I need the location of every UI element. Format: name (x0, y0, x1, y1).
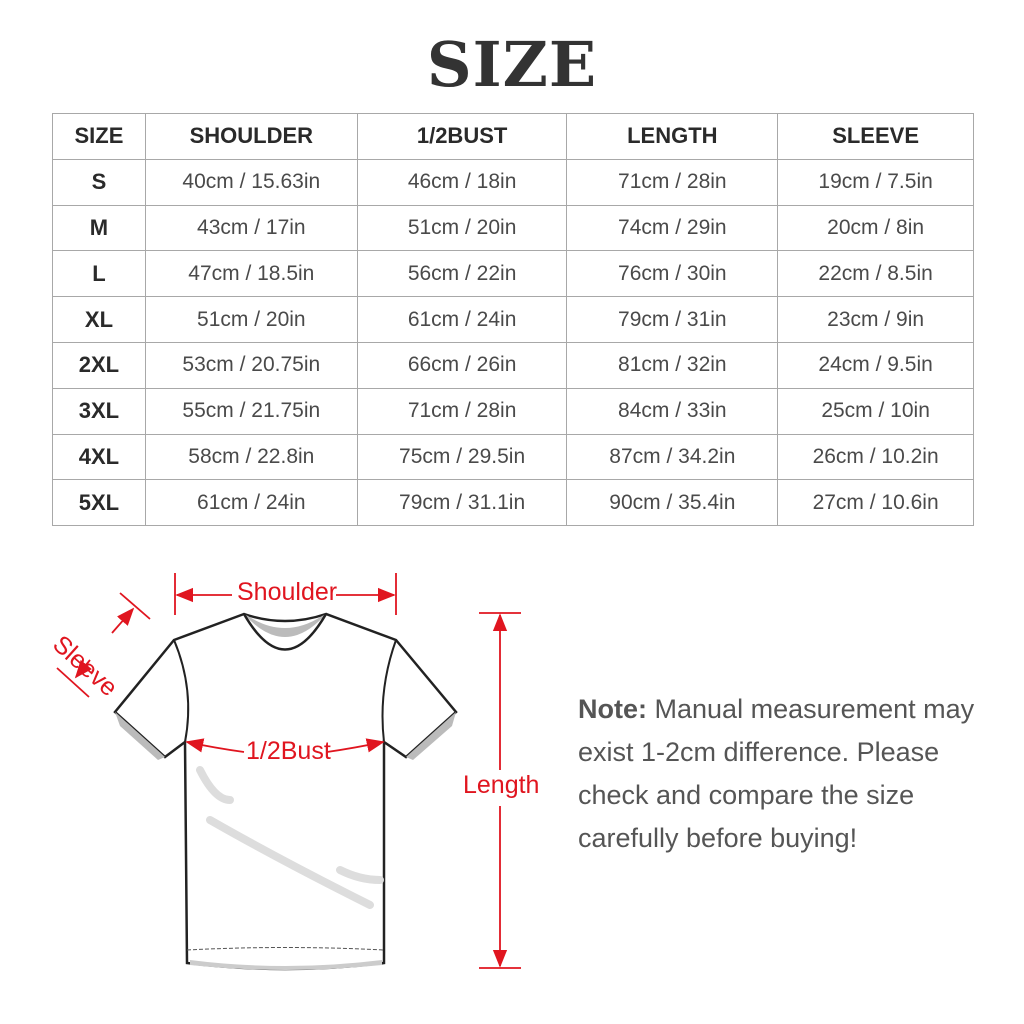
measurement-cell: 43cm / 17in (144, 204, 358, 252)
measurement-cell: 51cm / 20in (144, 296, 358, 343)
table-row: S 40cm / 15.63in 46cm / 18in 71cm / 28in 19c… (52, 158, 974, 206)
measurement-cell: 56cm / 22in (356, 250, 568, 298)
note-text: Manual measurement may exist 1-2cm diffe… (578, 694, 975, 853)
tshirt-diagram (56, 573, 521, 971)
measurement-cell: 53cm / 20.75in (144, 341, 358, 389)
column-header: SIZE (52, 113, 146, 160)
length-label: Length (463, 771, 540, 799)
measurement-cell: 22cm / 8.5in (777, 250, 974, 298)
table-row: 4XL 58cm / 22.8in 75cm / 29.5in 87cm / 34.2… (52, 433, 974, 481)
measurement-cell: 76cm / 30in (566, 250, 779, 298)
measurement-cell: 23cm / 9in (777, 296, 974, 343)
column-header: LENGTH (566, 113, 779, 160)
measurement-cell: 47cm / 18.5in (144, 250, 358, 298)
measurement-cell: 40cm / 15.63in (144, 158, 358, 206)
size-cell: 4XL (52, 433, 146, 481)
measurement-cell: 20cm / 8in (777, 204, 974, 252)
column-header: SHOULDER (144, 113, 358, 160)
measurement-cell: 24cm / 9.5in (777, 341, 974, 389)
note-label: Note: (578, 694, 647, 724)
measurement-cell: 71cm / 28in (356, 387, 568, 435)
page-title: SIZE (426, 28, 598, 101)
measurement-cell: 90cm / 35.4in (566, 479, 779, 527)
table-row: L 47cm / 18.5in 56cm / 22in 76cm / 30in 22cm… (52, 250, 974, 298)
measurement-cell: 79cm / 31.1in (356, 479, 568, 527)
measurement-cell: 66cm / 26in (356, 341, 568, 389)
table-row: XL 51cm / 20in 61cm / 24in 79cm / 31in 23cm … (52, 296, 974, 343)
shoulder-label: Shoulder (237, 578, 338, 606)
column-header: 1/2BUST (356, 113, 568, 160)
measurement-cell: 61cm / 24in (144, 479, 358, 527)
measurement-cell: 51cm / 20in (356, 204, 568, 252)
table-row: M 43cm / 17in 51cm / 20in 74cm / 29in 20cm /… (52, 204, 974, 252)
size-cell: S (52, 158, 146, 206)
measurement-cell: 84cm / 33in (566, 387, 779, 435)
size-cell: XL (52, 296, 146, 343)
table-row: 2XL 53cm / 20.75in 66cm / 26in 81cm / 32in 2… (52, 341, 974, 389)
size-cell: 3XL (52, 387, 146, 435)
size-cell: M (52, 204, 146, 252)
bust-label: 1/2Bust (246, 737, 331, 765)
note: Note: Manual measurement may exist 1-2cm… (578, 688, 998, 860)
size-cell: 5XL (52, 479, 146, 527)
column-header: SLEEVE (777, 113, 974, 160)
measurement-cell: 61cm / 24in (356, 296, 568, 343)
table-row: 5XL 61cm / 24in 79cm / 31.1in 90cm / 35.4in… (52, 479, 974, 527)
measurement-cell: 27cm / 10.6in (777, 479, 974, 527)
measurement-cell: 26cm / 10.2in (777, 433, 974, 481)
size-cell: 2XL (52, 341, 146, 389)
measurement-cell: 74cm / 29in (566, 204, 779, 252)
measurement-cell: 25cm / 10in (777, 387, 974, 435)
measurement-cell: 46cm / 18in (356, 158, 568, 206)
table-header: SIZE SHOULDER 1/2BUST LENGTH SLEEVE (52, 113, 974, 160)
table-row: 3XL 55cm / 21.75in 71cm / 28in 84cm / 33in 2… (52, 387, 974, 435)
size-cell: L (52, 250, 146, 298)
measurement-cell: 71cm / 28in (566, 158, 779, 206)
tshirt-illustration (113, 612, 458, 971)
measurement-cell: 81cm / 32in (566, 341, 779, 389)
measurement-cell: 75cm / 29.5in (356, 433, 568, 481)
measurement-cell: 87cm / 34.2in (566, 433, 779, 481)
size-table: SIZE SHOULDER 1/2BUST LENGTH SLEEVE S 40cm / … (52, 113, 974, 527)
measurement-cell: 55cm / 21.75in (144, 387, 358, 435)
measurement-cell: 19cm / 7.5in (777, 158, 974, 206)
measurement-lines (56, 573, 521, 969)
measurement-cell: 79cm / 31in (566, 296, 779, 343)
measurement-cell: 58cm / 22.8in (144, 433, 358, 481)
